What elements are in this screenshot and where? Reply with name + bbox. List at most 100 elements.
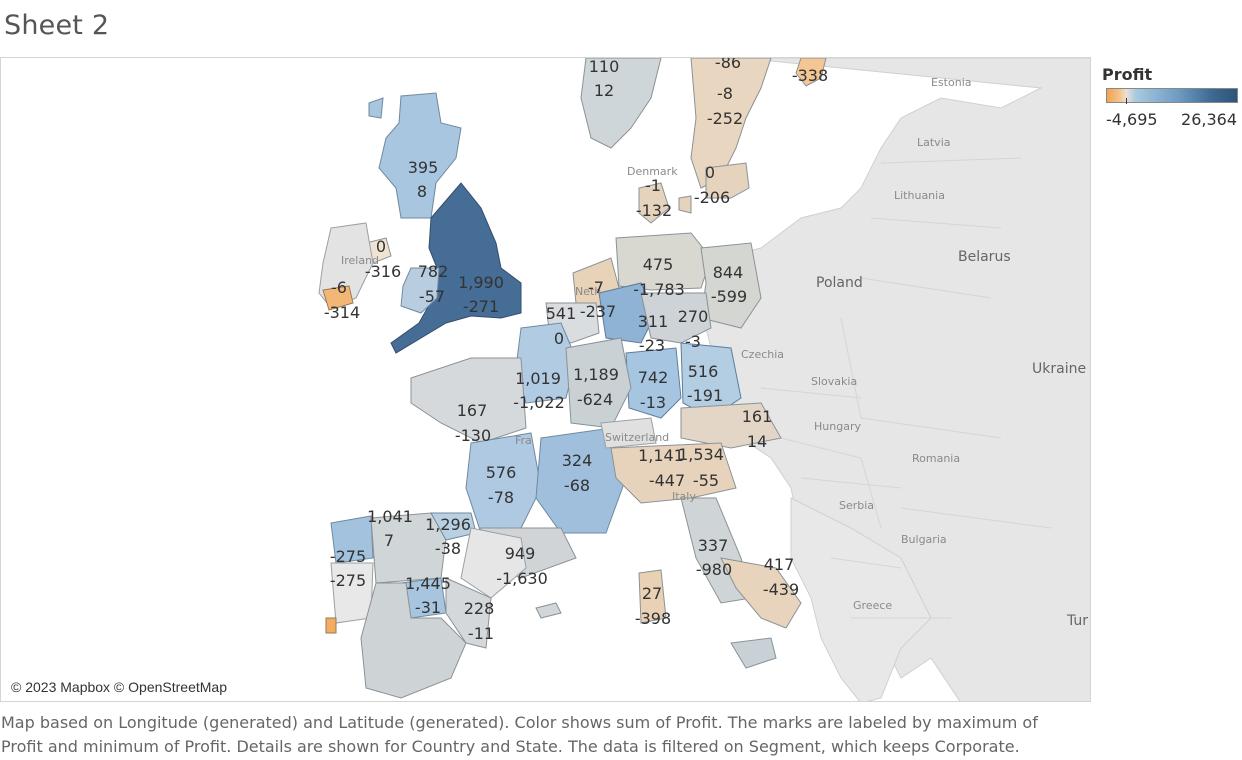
mark-max-norway-1: 110 — [589, 58, 620, 76]
place-label-slovakia: Slovakia — [811, 375, 857, 388]
region-denmark-island — [678, 195, 692, 214]
mark-min-wales: -57 — [419, 287, 445, 306]
mark-max-nl-1: -7 — [588, 278, 604, 297]
place-label-bulgaria: Bulgaria — [901, 533, 947, 546]
place-label-romania: Romania — [912, 452, 960, 465]
mark-max-it-south: 417 — [764, 555, 795, 574]
region-scotland-isles — [368, 97, 384, 119]
place-label-netherlands: Neth — [575, 285, 601, 298]
mark-min-de-sachsen: -3 — [685, 332, 701, 351]
mark-max-fr-sw: 576 — [486, 463, 517, 482]
color-legend[interactable]: Profit -4,695 26,364 — [1100, 64, 1240, 134]
mark-max-denmark-1: -1 — [645, 176, 661, 195]
mark-max-es-valencia: 228 — [464, 599, 495, 618]
region-de-bw — [625, 347, 682, 419]
mark-labels: 110 12 -86 -8 -252 -338 395 8 -1 -132 0 … — [324, 58, 828, 643]
region-norway — [580, 58, 662, 149]
place-label-ireland: Ireland — [341, 254, 379, 267]
mark-max-sardinia: 27 — [642, 584, 662, 603]
region-sweden — [690, 58, 772, 189]
legend-color-ramp — [1106, 88, 1238, 103]
place-labels: Estonia Latvia Lithuania Belarus Poland … — [341, 76, 1088, 629]
mark-min-es-valencia: -11 — [468, 624, 494, 643]
mark-max-fr-west: 167 — [457, 401, 488, 420]
region-fr-east — [565, 337, 632, 429]
mark-max-de-sachsen: 270 — [678, 307, 709, 326]
region-it-south — [720, 557, 802, 629]
mark-min-it-south: -439 — [763, 580, 799, 599]
mark-min-n-ireland: -316 — [365, 262, 401, 281]
mark-min-scotland: 8 — [417, 182, 427, 201]
mark-min-de-bw: -13 — [640, 393, 666, 412]
mark-max-ireland: -6 — [331, 278, 347, 297]
legend-zero-tick — [1126, 98, 1127, 104]
mark-max-denmark-2: 0 — [705, 163, 715, 182]
place-label-ukraine: Ukraine — [1032, 361, 1086, 377]
place-label-latvia: Latvia — [917, 136, 951, 149]
mark-max-es-galicia: 1,041 — [367, 507, 413, 526]
legend-min-label: -4,695 — [1106, 110, 1158, 129]
place-label-greece: Greece — [853, 599, 892, 612]
mark-min-es-madrid: -31 — [415, 598, 441, 617]
region-switzerland — [600, 417, 657, 449]
mark-min-england: -271 — [463, 297, 499, 316]
region-wales — [400, 267, 440, 314]
region-es-north — [370, 512, 447, 584]
mark-max-scotland: 395 — [408, 158, 439, 177]
place-label-hungary: Hungary — [814, 420, 861, 433]
place-label-poland: Poland — [816, 275, 863, 291]
mark-min-it-north-2: -55 — [693, 471, 719, 490]
mark-min-es-basque: -38 — [435, 539, 461, 558]
caption-line-1: Map based on Longitude (generated) and L… — [1, 713, 1038, 732]
map-view[interactable]: Estonia Latvia Lithuania Belarus Poland … — [0, 57, 1091, 702]
mark-max-nl-2: 541 — [546, 304, 577, 323]
region-ireland-south — [322, 285, 354, 311]
mark-max-it-north-2: 1,534 — [678, 445, 724, 464]
mark-min-sardinia: -398 — [635, 609, 671, 628]
mark-max-de-bw: 742 — [638, 368, 669, 387]
region-sardinia — [638, 569, 667, 624]
mark-max-fr-center: 324 — [562, 451, 593, 470]
region-balearic — [535, 602, 562, 619]
region-pt-south — [325, 617, 337, 634]
place-label-france: Fra — [515, 434, 532, 447]
mark-max-sweden-mid: -8 — [717, 84, 733, 103]
mark-max-fr-east: 1,189 — [573, 365, 619, 384]
mark-max-de-bayern: 516 — [688, 362, 719, 381]
mark-min-nl-2: -237 — [580, 302, 616, 321]
region-es-galicia — [330, 515, 374, 564]
region-sweden-south — [705, 162, 750, 199]
mark-min-norway-1: 12 — [594, 81, 614, 100]
place-label-switzerland: Switzerland — [605, 431, 669, 444]
mark-min-ireland: -314 — [324, 303, 360, 322]
region-es-valencia — [445, 577, 492, 649]
mark-min-denmark-1: -132 — [636, 201, 672, 220]
map-attribution[interactable]: © 2023 Mapbox © OpenStreetMap — [9, 679, 229, 695]
mark-max-at: 161 — [742, 407, 773, 426]
mark-min-de-berlin: -599 — [711, 287, 747, 306]
mark-min-at: 14 — [747, 432, 767, 451]
region-fr-west — [410, 357, 527, 444]
mark-min-es-catalonia: -1,630 — [496, 569, 548, 588]
mark-max-de-hessen: 311 — [638, 312, 669, 331]
mark-min-fr-west: -130 — [455, 426, 491, 445]
sheet-title: Sheet 2 — [4, 10, 110, 41]
region-es-catalonia — [460, 527, 527, 599]
place-label-serbia: Serbia — [839, 499, 874, 512]
mark-min-de-hessen: -23 — [639, 336, 665, 355]
mark-max-fr-idf: 1,019 — [515, 369, 561, 388]
mark-max-es-basque: 1,296 — [425, 515, 471, 534]
mark-max-de-north: 475 — [643, 255, 674, 274]
mark-max-finland: -338 — [792, 66, 828, 85]
land-balkans — [790, 497, 932, 701]
mark-max-it-north-1: 1,141 — [638, 446, 684, 465]
region-denmark — [638, 182, 670, 224]
border-lines-east — [760, 157, 1052, 619]
mark-max-england: 1,990 — [458, 273, 504, 292]
region-austria — [680, 402, 782, 449]
mark-max-it-lazio: 337 — [698, 536, 729, 555]
map-canvas[interactable]: Estonia Latvia Lithuania Belarus Poland … — [1, 58, 1091, 702]
mark-min-sweden-mid: -252 — [707, 109, 743, 128]
mark-max-es-catalonia: 949 — [505, 544, 536, 563]
mark-min-it-north-1: -447 — [649, 471, 685, 490]
